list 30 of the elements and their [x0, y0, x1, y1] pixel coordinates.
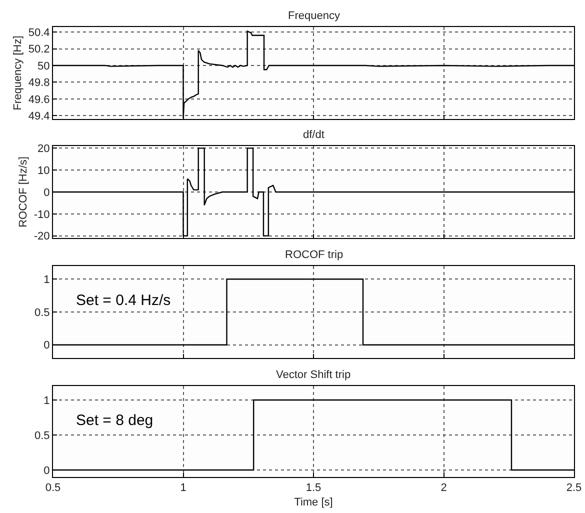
x-tick-label: 1 — [180, 482, 186, 494]
y-tick-label: 1 — [44, 274, 50, 286]
x-tick-label: 1.5 — [306, 482, 322, 494]
x-tick-label: 2.5 — [566, 482, 582, 494]
y-tick-label: 10 — [38, 164, 50, 177]
y-tick-label: 1 — [44, 394, 50, 407]
x-axis-title: Time [s] — [294, 496, 333, 508]
y-tick-label: 0 — [44, 464, 50, 477]
y-axis-title: ROCOF [Hz/s] — [18, 156, 30, 228]
y-tick-label: 50.2 — [28, 44, 50, 56]
y-axis-title: Frequency [Hz] — [12, 36, 24, 110]
annotation: Set = 0.4 Hz/s — [76, 292, 171, 309]
y-tick-label: 49.6 — [28, 94, 50, 106]
y-tick-label: 0.5 — [34, 306, 50, 319]
y-tick-label: 0.5 — [34, 430, 50, 442]
y-tick-label: 50 — [38, 60, 50, 72]
chart-title: Frequency — [288, 10, 340, 22]
chart-title: ROCOF trip — [285, 249, 344, 261]
y-tick-label: 49.4 — [28, 110, 50, 122]
chart-title: df/dt — [303, 129, 324, 141]
y-tick-label: 0 — [44, 186, 50, 199]
y-tick-label: 0 — [44, 340, 50, 352]
annotation: Set = 8 deg — [76, 412, 154, 429]
y-tick-label: -10 — [34, 208, 50, 221]
x-tick-label: 2 — [440, 482, 447, 494]
y-tick-label: 49.8 — [28, 77, 50, 90]
y-tick-label: 20 — [38, 143, 50, 156]
y-tick-label: -20 — [34, 230, 50, 243]
chart-title: Vector Shift trip — [276, 369, 351, 381]
y-tick-label: 50.4 — [28, 26, 50, 39]
